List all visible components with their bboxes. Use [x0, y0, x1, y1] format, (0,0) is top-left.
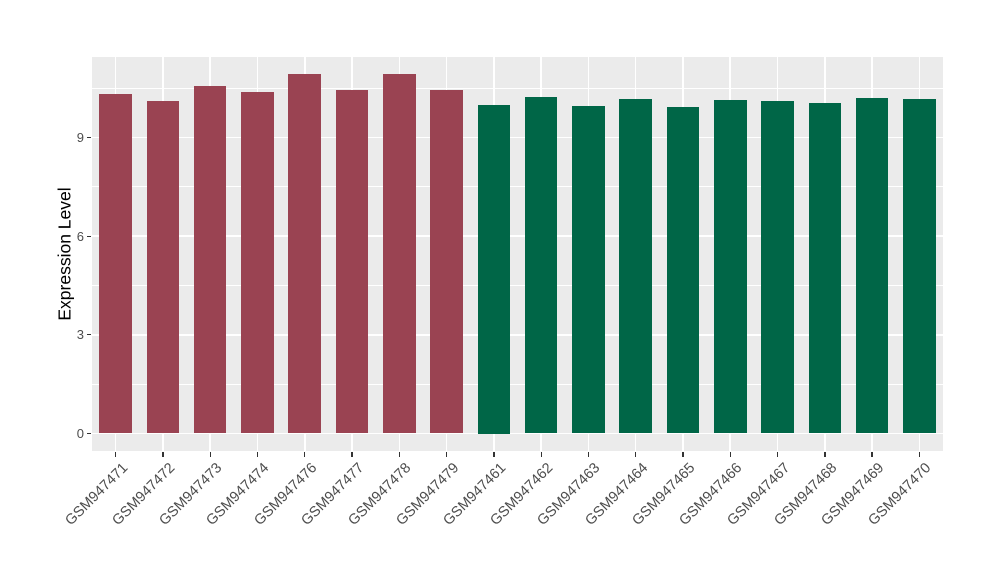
bar-GSM947465: [666, 107, 700, 434]
minor-gridline-y-1.5: [92, 383, 943, 385]
bar-GSM947470: [903, 99, 936, 434]
x-tick-mark-GSM947467: [776, 452, 779, 457]
x-tick-mark-GSM947473: [209, 452, 211, 457]
bar-GSM947471: [99, 94, 132, 434]
x-tick-mark-GSM947478: [398, 452, 400, 457]
bar-GSM947478: [383, 74, 416, 434]
y-tick-label-0: 0: [76, 426, 84, 441]
y-axis-title: Expression Level: [54, 187, 75, 321]
x-tick-mark-GSM947472: [162, 452, 164, 457]
bar-GSM947464: [619, 98, 652, 434]
x-tick-mark-GSM947465: [682, 452, 684, 457]
y-tick-mark-0: [86, 432, 91, 435]
major-gridline-y-0: [92, 432, 943, 435]
y-tick-label-6: 6: [76, 228, 84, 244]
x-tick-mark-GSM947466: [729, 452, 731, 457]
bar-GSM947472: [146, 100, 180, 434]
y-tick-mark-9: [86, 136, 91, 139]
y-tick-label-3: 3: [76, 327, 84, 343]
x-tick-mark-GSM947464: [635, 452, 637, 457]
x-tick-mark-GSM947469: [871, 452, 873, 457]
bar-GSM947467: [761, 101, 794, 434]
major-gridline-y-6: [92, 235, 943, 237]
bar-GSM947473: [193, 85, 227, 434]
x-tick-mark-GSM947468: [824, 452, 826, 457]
y-tick-label-9: 9: [76, 129, 84, 145]
minor-gridline-y-4.5: [92, 285, 943, 286]
bar-GSM947474: [241, 92, 274, 434]
plot-panel: [92, 57, 943, 451]
bar-GSM947461: [477, 104, 511, 434]
bar-GSM947468: [808, 103, 842, 434]
bar-GSM947469: [855, 97, 889, 434]
x-tick-mark-GSM947477: [351, 452, 353, 457]
x-tick-mark-GSM947461: [493, 452, 495, 457]
bar-GSM947477: [335, 89, 369, 434]
bar-GSM947479: [430, 89, 463, 434]
x-tick-mark-GSM947463: [587, 452, 590, 457]
x-tick-mark-GSM947471: [115, 452, 117, 457]
x-tick-mark-GSM947474: [256, 452, 259, 457]
x-tick-mark-GSM947479: [445, 452, 448, 457]
x-tick-mark-GSM947462: [540, 452, 542, 457]
bar-GSM947463: [572, 105, 605, 434]
y-tick-mark-6: [86, 235, 91, 237]
major-gridline-y-3: [92, 334, 943, 336]
x-tick-mark-GSM947470: [918, 452, 921, 457]
bar-GSM947466: [713, 100, 747, 434]
x-tick-mark-GSM947476: [304, 452, 306, 457]
bar-GSM947462: [524, 96, 558, 434]
y-tick-mark-3: [86, 334, 91, 336]
bar-GSM947476: [288, 74, 322, 434]
minor-gridline-y-10.5: [92, 87, 943, 89]
major-gridline-y-9: [92, 136, 943, 139]
minor-gridline-y-7.5: [92, 186, 943, 188]
